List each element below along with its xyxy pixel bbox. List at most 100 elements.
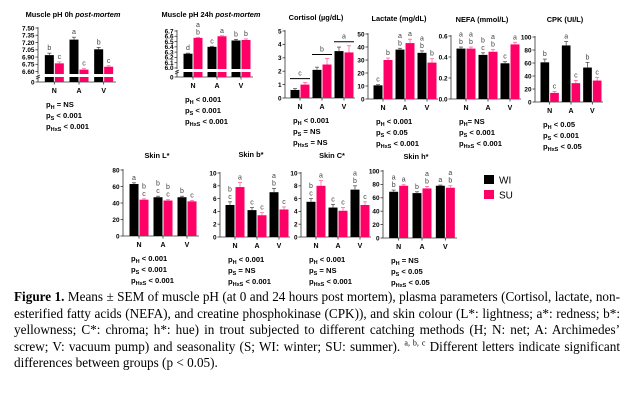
- significance-letter: b: [234, 31, 238, 38]
- bar-below-break: [193, 72, 203, 77]
- y-tick-label: 100: [369, 168, 380, 175]
- x-tick-label: A: [568, 108, 573, 115]
- p-value-text: < 0.001: [54, 111, 82, 120]
- bar-su-v: [592, 80, 602, 102]
- y-tick-label: 80: [112, 167, 120, 174]
- significance-letter: c: [282, 199, 286, 206]
- p-symbol: p: [185, 95, 190, 104]
- p-value: pHxS = NS: [293, 138, 328, 149]
- bar-wi-a: [395, 49, 405, 99]
- p-value-text: < 0.001: [146, 276, 174, 285]
- x-tick-label: A: [485, 105, 490, 112]
- significance-letter: b: [320, 46, 324, 53]
- p-symbol: p: [391, 278, 396, 287]
- y-tick-label: 40: [524, 73, 532, 80]
- significance-letter: c: [166, 192, 170, 199]
- p-value: pHxS < 0.05: [391, 278, 431, 289]
- p-value: pS = NS: [293, 127, 321, 138]
- y-tick-label: 6.3: [165, 49, 174, 56]
- y-tick-label: 40: [372, 209, 380, 216]
- p-value-text: = NS: [55, 100, 74, 109]
- significance-letter: c: [363, 194, 367, 201]
- bar-below-break: [217, 72, 227, 77]
- x-tick-label: N: [136, 242, 141, 249]
- significance-letter: c: [574, 73, 578, 80]
- chart-panel-1: Muscle pH 0h post-mortem 7.507.357.207.05…: [22, 10, 121, 133]
- bar-below-break: [183, 72, 193, 77]
- significance-letter: a: [448, 170, 452, 177]
- bar-su-n: [193, 37, 203, 69]
- significance-letter: a: [402, 177, 406, 184]
- x-tick-label: N: [547, 108, 552, 115]
- chart-title: Lactate (mg/dL): [371, 14, 427, 23]
- p-symbol: p: [228, 277, 233, 286]
- bar-su-n: [300, 84, 310, 98]
- p-symbol: p: [46, 122, 51, 131]
- bar-su-a: [322, 64, 332, 98]
- p-value-text: < 0.001: [302, 116, 330, 125]
- significance-letter: b: [309, 183, 313, 190]
- significance-letter: a: [408, 31, 412, 38]
- y-tick-label: 6.5: [165, 39, 174, 46]
- p-symbol: p: [131, 265, 136, 274]
- legend-label-wi: WI: [499, 176, 511, 187]
- p-symbol: p: [309, 266, 314, 275]
- y-tick-label: 7.20: [22, 40, 35, 47]
- p-subscript: S: [464, 133, 468, 139]
- legend-swatch-wi: [484, 175, 494, 184]
- significance-letter: c: [58, 54, 62, 61]
- significance-letter: a: [420, 35, 424, 42]
- bar-wi-v: [500, 63, 510, 99]
- bar-su-a: [422, 188, 432, 238]
- significance-letter: b: [386, 50, 390, 57]
- y-tick-label: 6.2: [165, 55, 174, 62]
- p-subscript: HxS: [314, 282, 325, 288]
- significance-letter: b: [392, 182, 396, 189]
- bar-wi-v: [435, 185, 445, 238]
- p-value-text: < 0.001: [474, 139, 502, 148]
- bar-su-v: [104, 66, 114, 74]
- y-tick-label: 0.0: [439, 96, 448, 103]
- y-tick-label: 10: [209, 170, 217, 177]
- p-value: pS < 0.001: [185, 106, 222, 117]
- p-value: pH < 0.001: [376, 117, 413, 128]
- p-subscript: HxS: [396, 283, 407, 289]
- significance-letter: a: [319, 173, 323, 180]
- y-tick-label: 4: [278, 42, 282, 49]
- p-value-text: = NS: [308, 138, 327, 147]
- p-subscript: S: [548, 136, 552, 142]
- p-value-text: < 0.001: [194, 95, 222, 104]
- y-tick-label: 80: [372, 182, 380, 189]
- bar-wi-v: [417, 52, 427, 99]
- y-tick-label: 6.7: [165, 28, 174, 35]
- y-tick-label: 60: [112, 184, 120, 191]
- x-tick-label: A: [402, 105, 407, 112]
- significance-letter: c: [503, 54, 507, 61]
- bar-wi-n: [183, 53, 193, 69]
- x-tick-label: V: [239, 83, 244, 90]
- y-tick-label: 50: [357, 31, 365, 38]
- p-value: pH = NS: [391, 256, 419, 267]
- p-subscript: H: [396, 261, 400, 267]
- chart-title-text: Muscle pH 24h: [162, 10, 216, 19]
- p-value: pH < 0.001: [131, 254, 168, 265]
- x-tick-label: V: [508, 105, 513, 112]
- bar-wi-n: [373, 85, 383, 99]
- chart-title-text: Lactate (mg/dL): [371, 14, 427, 23]
- significance-letter: b: [398, 40, 402, 47]
- bar-wi-a: [328, 207, 338, 237]
- y-tick-label: 6.90: [22, 54, 35, 61]
- bar-su-n: [550, 92, 559, 102]
- significance-letter: a: [425, 171, 429, 178]
- bar-wi-a: [561, 45, 571, 102]
- p-value-text: < 0.001: [551, 131, 579, 140]
- legend-swatch-su: [484, 190, 494, 199]
- significance-letter: b: [481, 37, 485, 44]
- bar-below-break: [241, 72, 251, 77]
- significance-letter: b: [142, 183, 146, 190]
- significance-letter: a: [220, 28, 224, 35]
- p-value-text: = NS: [236, 266, 255, 275]
- significance-letter: b: [448, 178, 452, 185]
